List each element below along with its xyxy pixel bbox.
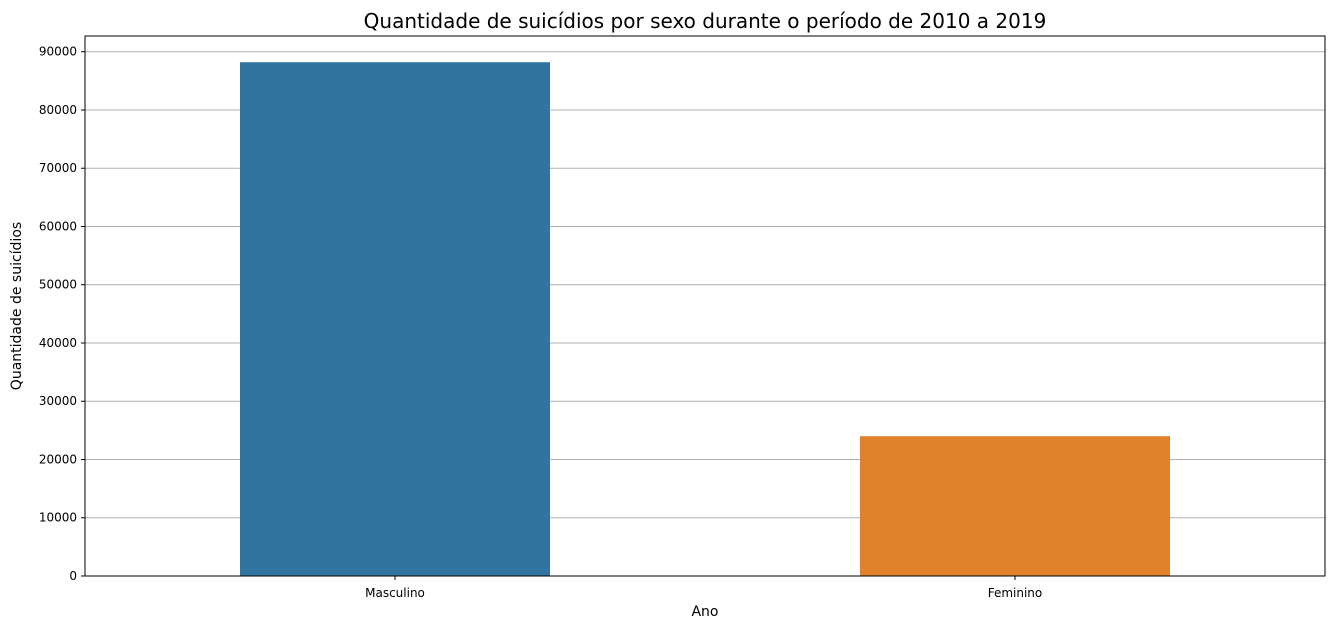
y-tick-label: 0 bbox=[69, 569, 77, 583]
y-tick-label: 20000 bbox=[39, 452, 77, 466]
y-tick-label: 80000 bbox=[39, 103, 77, 117]
y-tick-label: 30000 bbox=[39, 394, 77, 408]
y-tick-label: 10000 bbox=[39, 511, 77, 525]
x-axis-ticks: Masculino Feminino bbox=[365, 576, 1042, 600]
x-tick-label: Masculino bbox=[365, 586, 425, 600]
x-axis-label: Ano bbox=[691, 604, 718, 620]
y-tick-label: 40000 bbox=[39, 336, 77, 350]
bar-masculino bbox=[240, 62, 550, 576]
bars bbox=[240, 62, 1170, 576]
y-tick-label: 90000 bbox=[39, 45, 77, 59]
y-tick-label: 70000 bbox=[39, 161, 77, 175]
x-tick-label: Feminino bbox=[988, 586, 1043, 600]
y-axis-ticks: 0 10000 20000 30000 40000 50000 60000 70000 8000… bbox=[39, 45, 85, 583]
y-tick-label: 60000 bbox=[39, 219, 77, 233]
y-axis-label: Quantidade de suicídios bbox=[9, 222, 25, 390]
bar-feminino bbox=[860, 436, 1170, 576]
chart-title: Quantidade de suicídios por sexo durante… bbox=[364, 9, 1047, 33]
y-tick-label: 50000 bbox=[39, 278, 77, 292]
plot-frame bbox=[84, 35, 1326, 577]
